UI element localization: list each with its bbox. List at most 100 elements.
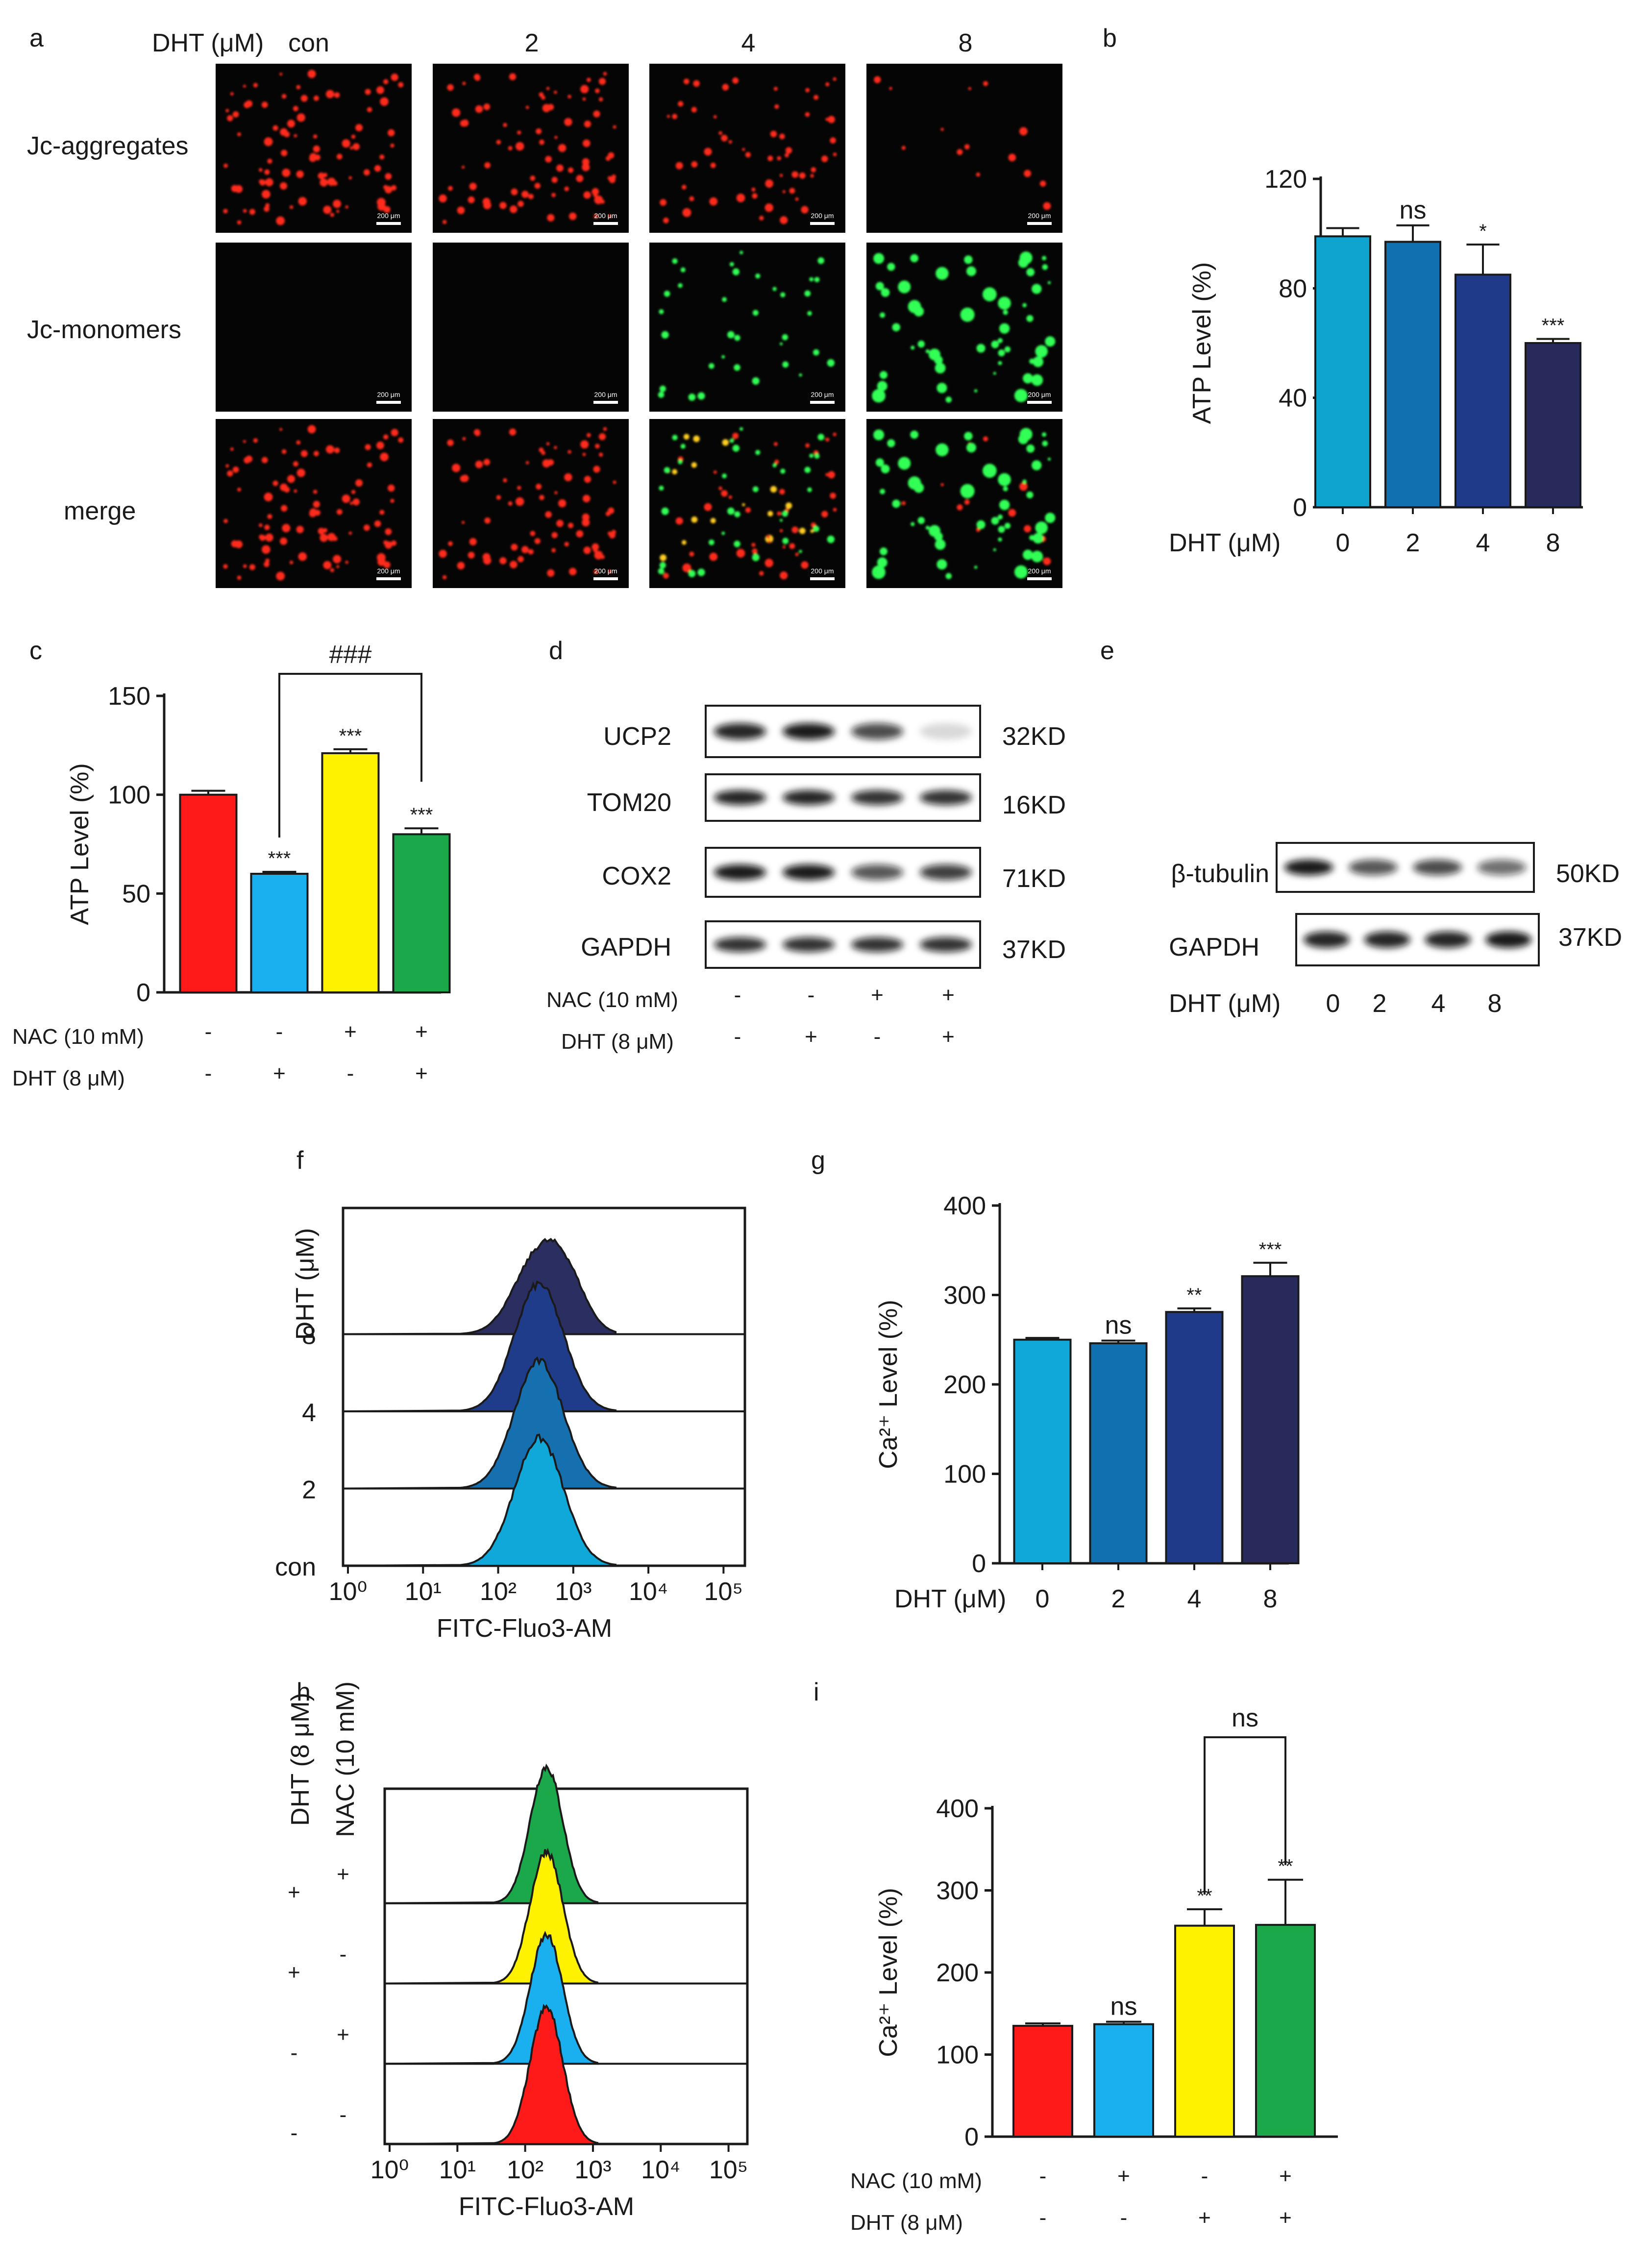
fluorescence-spots [660,77,837,224]
fluorescence-spot [789,188,795,194]
fluorescence-spot [767,511,773,517]
fluorescence-spot [558,499,567,508]
dht-sign: + [1198,2206,1211,2230]
nac-sign: + [1117,2164,1130,2188]
fluorescence-spot [1031,460,1042,470]
chart-g: 0 100 200 300 400 Ca²⁺ Level (%) 0 ns 2 ** 4 *** 8 DH… [874,1192,1300,1613]
micrograph-merge-2: 200 μm [433,419,629,588]
bar-4 [392,833,451,994]
fluorescence-spot [276,216,285,225]
x-axis-label: DHT (μM) [894,1585,1006,1613]
fluorescence-spot [461,521,465,524]
micrograph-background [649,64,845,233]
fluorescence-spot [801,561,809,569]
fluorescence-spot [779,489,785,495]
fluorescence-spot [751,187,756,192]
fluorescence-spot [729,438,734,443]
fluorescence-spot [582,452,586,456]
row-label-nac: NAC (10 mM) [850,2169,982,2193]
fluorescence-spot [678,101,684,107]
fluorescence-spot [282,524,291,533]
fluorescence-spot [872,389,886,403]
dht-sign: + [288,1880,300,1904]
fluorescence-spot [925,525,930,530]
significance-label: ns [1105,1311,1132,1340]
fluorescence-spot [875,282,884,291]
fluorescence-spot [752,377,760,385]
blot-band [851,937,904,952]
fluorescence-spot [528,194,534,199]
fluorescence-spot [675,162,683,170]
fluorescence-spot [582,97,586,101]
band-size: 37KD [1002,936,1066,964]
fluorescence-spot [811,167,816,172]
fluorescence-spot [281,149,288,156]
panel-letter-e: e [1100,637,1114,665]
fluorescence-spot [383,434,389,440]
blot-bands [714,790,972,805]
fluorescence-spot [613,125,616,129]
fluorescence-spot [289,205,294,209]
fluorescence-spot [814,95,819,100]
fluorescence-spot [908,476,921,490]
fluorescence-spots [223,70,404,225]
fluorescence-spot [484,517,491,524]
fluorescence-spot [742,148,745,151]
x-tick-label: 10¹ [439,2156,476,2184]
fluorescence-spot [1047,457,1051,461]
fluorescence-spot [608,569,612,573]
fluorescence-spot [603,72,607,76]
scale-bar-label: 200 μm [811,567,834,575]
fluorescence-spot [1032,536,1035,540]
fluorescence-spot [442,220,447,224]
band-size: 50KD [1556,860,1620,888]
fluorescence-spot [309,510,317,517]
dht-sign: - [1120,2206,1128,2230]
fluorescence-spot [1026,491,1034,499]
fluorescence-spot [1035,345,1048,358]
comparison-bracket [278,673,422,838]
fluorescence-spot [1022,303,1027,308]
dht-sign: + [1279,2206,1292,2230]
blot-band [714,937,766,952]
fluorescence-spot [880,489,886,494]
fluorescence-spot [1004,522,1011,529]
fluorescence-spot [708,539,715,545]
fluorescence-spot [546,87,550,90]
fluorescence-spot [325,445,334,454]
fluorescence-spot [580,85,589,94]
fluorescence-spot [799,373,802,377]
fluorescence-spot [541,96,545,100]
blot-band [919,864,972,880]
fluorescence-spot [745,507,751,513]
fluorescence-spot [991,340,999,348]
fluorescence-spot [993,371,996,375]
fluorescence-spot [244,457,250,464]
fluorescence-spot [1018,257,1029,268]
fluorescence-spot [910,430,919,439]
x-tick-label: 4 [1476,529,1490,557]
histogram-con [343,1433,616,1567]
fluorescence-spot [799,172,806,179]
scale-bar [810,401,835,404]
fluorescence-spot [351,134,356,139]
fluorescence-spot [593,193,597,197]
x-axis-label: FITC-Fluo3-AM [437,1614,612,1643]
bar-4 [1165,1311,1224,1565]
fluorescence-spot [521,546,529,553]
x-axis-label: DHT (μM) [1169,529,1281,557]
fluorescence-spot [564,473,572,482]
nac-sign: + [871,983,884,1007]
fluorescence-spot [1043,557,1051,566]
x-tick-label: 10⁰ [329,1577,368,1606]
fluorescence-spot [736,549,745,558]
fluorescence-spot [727,507,735,515]
scale-bar [376,577,401,580]
row-label-dht: DHT (μM) [1169,989,1281,1018]
fluorescence-spot [300,95,308,102]
fluorescence-spot [807,487,812,493]
fluorescence-spot [448,186,453,191]
fluorescence-spot [551,532,558,539]
fluorescence-spot [779,133,785,140]
fluorescence-spot [767,155,773,161]
